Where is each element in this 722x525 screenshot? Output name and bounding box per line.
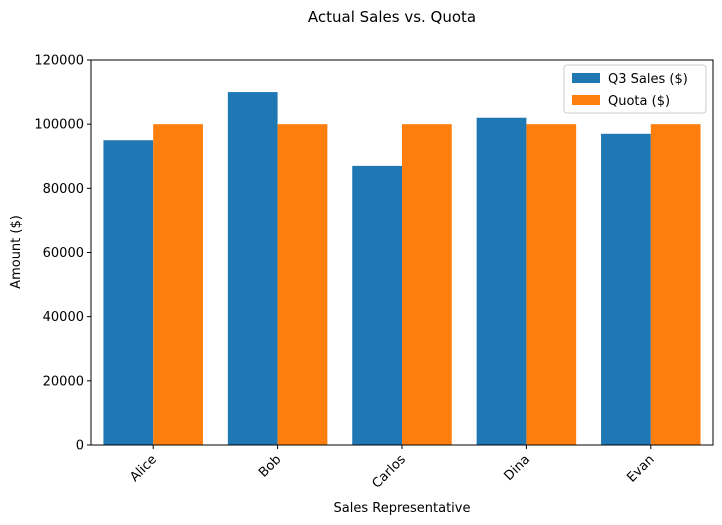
bar-0-bob (227, 92, 278, 445)
plot-frame (90, 59, 714, 446)
y-tick-label: 100000 (34, 118, 84, 133)
bar-1-alice (153, 124, 203, 446)
bar-1-dina (526, 124, 577, 446)
x-tick-label: Bob (256, 452, 284, 480)
bar-0-alice (103, 140, 154, 446)
bar-0-carlos (352, 165, 402, 445)
bar-1-evan (650, 124, 701, 446)
y-tick-label: 0 (76, 439, 84, 454)
chart-title: Actual Sales vs. Quota (308, 8, 476, 26)
bar-1-carlos (402, 124, 452, 446)
x-axis-label: Sales Representative (334, 501, 471, 516)
x-axis: Alice Bob Carlos Dina Evan (127, 445, 658, 492)
legend-label: Q3 Sales ($) (608, 72, 688, 87)
x-tick-label: Evan (624, 452, 657, 485)
legend-label: Quota ($) (608, 94, 670, 109)
legend-swatch (572, 73, 600, 83)
bar-1-bob (277, 124, 328, 446)
x-tick-label: Carlos (369, 452, 409, 492)
y-tick-label: 60000 (43, 246, 84, 261)
legend: Q3 Sales ($) Quota ($) (563, 64, 707, 114)
bars (103, 92, 701, 446)
y-tick-label: 80000 (43, 182, 84, 197)
y-tick-label: 40000 (43, 310, 84, 325)
y-tick-label: 20000 (43, 374, 84, 389)
bar-0-dina (476, 117, 527, 445)
legend-swatch (572, 95, 600, 105)
y-axis: 0 20000 40000 60000 80000 100000 120000 (34, 54, 91, 454)
x-tick-label: Alice (127, 452, 160, 485)
bar-0-evan (601, 133, 651, 445)
y-tick-label: 120000 (34, 54, 84, 69)
x-tick-label: Dina (502, 452, 534, 484)
y-axis-label: Amount ($) (9, 215, 24, 289)
